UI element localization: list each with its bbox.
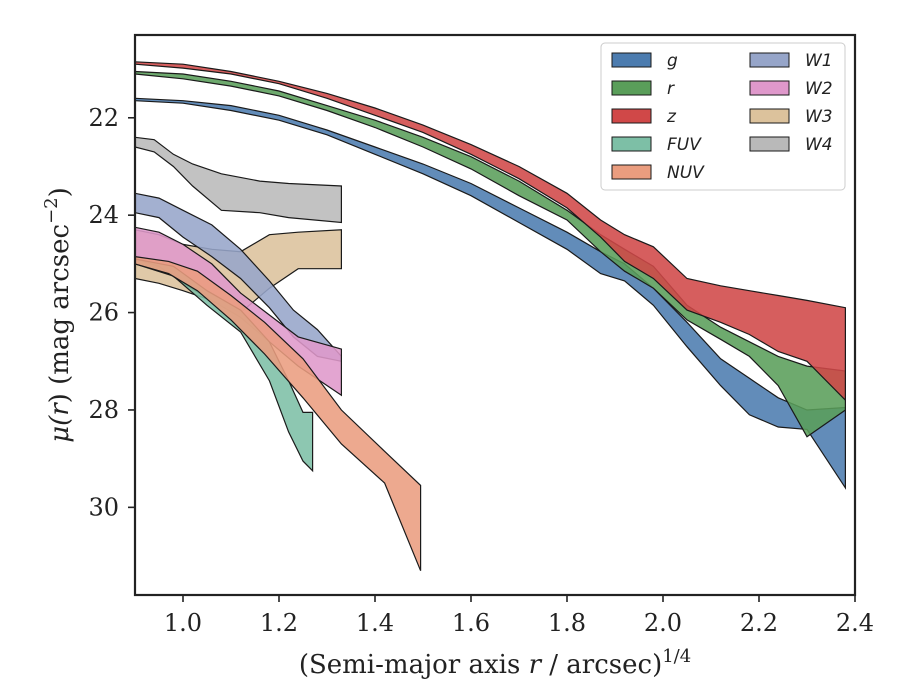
y-axis-ticks: 22 24 26 28 30: [88, 104, 135, 521]
y-axis-label-var: r: [45, 402, 75, 416]
plot-frame: [133, 33, 857, 597]
legend-swatch: [611, 52, 652, 68]
legend-label: z: [666, 107, 677, 127]
series-band-z: [135, 61, 847, 402]
legend-swatch: [749, 136, 790, 152]
legend-label: W4: [805, 135, 833, 155]
legend-swatch: [749, 108, 790, 124]
y-axis-label-rest: ) (mag arcsec: [45, 224, 75, 403]
x-axis-label-rest: / arcsec): [541, 650, 662, 680]
y-axis-label-close: ): [45, 187, 75, 197]
series-band-r: [135, 70, 847, 438]
legend-swatch: [611, 108, 652, 124]
x-tick-label: 1.4: [356, 609, 394, 637]
legend-item-fuv: FUV: [611, 135, 702, 155]
x-axis-label-main: (Semi-major axis: [299, 650, 529, 680]
x-tick-label: 2.2: [740, 609, 778, 637]
legend-item-g: g: [611, 51, 678, 71]
y-tick-label: 26: [88, 299, 119, 327]
legend-label: g: [667, 51, 678, 71]
legend-item-w1: W1: [749, 51, 833, 71]
x-tick-label: 1.2: [260, 609, 298, 637]
x-tick-label: 2.0: [644, 609, 682, 637]
legend-swatch: [611, 80, 652, 96]
series-band-w4: [135, 136, 342, 224]
legend-item-w3: W3: [749, 107, 833, 127]
x-axis-label-sup: 1/4: [662, 646, 691, 667]
legend-box: [600, 42, 846, 191]
series-band-nuv: [135, 255, 422, 571]
x-axis-label: (Semi-major axis r / arcsec)1/4: [299, 646, 691, 680]
legend-label: W3: [805, 107, 833, 127]
legend-item-z: z: [611, 107, 677, 127]
legend-item-r: r: [611, 79, 675, 99]
legend-item-nuv: NUV: [611, 163, 705, 183]
y-tick-label: 28: [88, 396, 119, 424]
y-axis-label-mu: μ(: [45, 415, 75, 443]
legend-label: NUV: [667, 163, 705, 183]
legend: grz FUV NUV W1 W2 W3 W4: [600, 42, 846, 191]
legend-label: W2: [805, 79, 833, 99]
x-axis-ticks: 1.0 1.2 1.4 1.6 1.8 2.0 2.2 2.4: [164, 595, 874, 637]
y-tick-label: 24: [88, 201, 119, 229]
x-tick-label: 1.8: [548, 609, 586, 637]
y-tick-label: 30: [88, 493, 119, 521]
legend-label: FUV: [667, 135, 702, 155]
legend-item-w4: W4: [749, 135, 833, 155]
x-axis-label-var: r: [529, 650, 543, 680]
legend-swatch: [611, 136, 652, 152]
legend-label: W1: [805, 51, 833, 71]
y-axis-label-sup: −2: [41, 197, 62, 224]
x-tick-label: 2.4: [836, 609, 874, 637]
series-band-g: [135, 97, 847, 490]
legend-swatch: [611, 164, 652, 180]
y-axis-label: μ(r) (mag arcsec−2): [41, 187, 75, 443]
legend-label: r: [667, 79, 675, 99]
x-tick-label: 1.6: [452, 609, 490, 637]
x-tick-label: 1.0: [164, 609, 202, 637]
legend-swatch: [749, 80, 790, 96]
legend-item-w2: W2: [749, 79, 833, 99]
y-tick-label: 22: [88, 104, 119, 132]
series-bands: [135, 61, 847, 571]
legend-swatch: [749, 52, 790, 68]
